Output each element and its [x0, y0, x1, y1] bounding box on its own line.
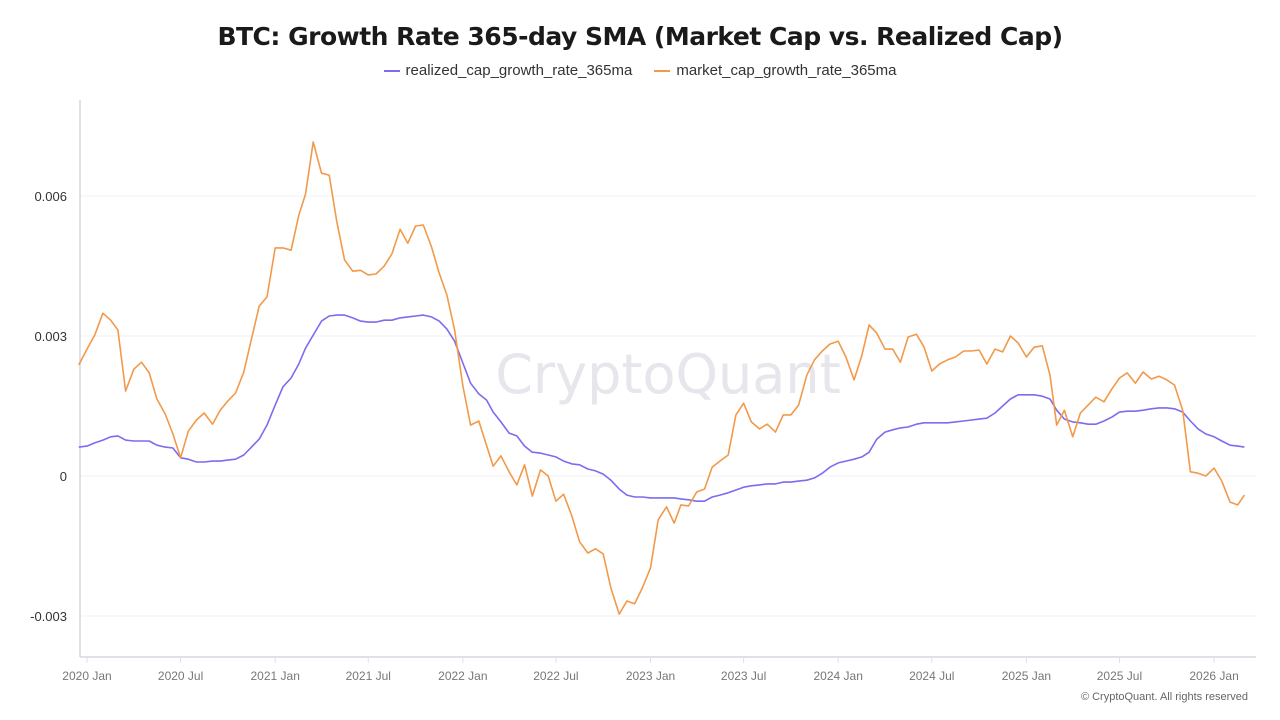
- watermark-logo: CryptoQuant: [495, 343, 841, 406]
- legend-item-market[interactable]: market_cap_growth_rate_365ma: [654, 62, 896, 79]
- x-tick-label: 2021 Jul: [346, 669, 391, 683]
- x-tick-label: 2025 Jan: [1002, 669, 1051, 683]
- series-realized-cap: [78, 314, 1245, 503]
- y-tick-label: -0.003: [30, 609, 67, 624]
- x-tick-label: 2021 Jan: [250, 669, 299, 683]
- series-line-realized_cap_growth_rate_365ma: [78, 314, 1245, 503]
- x-tick-label: 2022 Jul: [533, 669, 578, 683]
- legend-swatch-realized: [383, 69, 400, 72]
- x-tick-label: 2023 Jan: [626, 669, 675, 683]
- chart-title: BTC: Growth Rate 365-day SMA (Market Cap…: [217, 22, 1063, 51]
- x-tick-label: 2025 Jul: [1097, 669, 1142, 683]
- x-tick-label: 2020 Jan: [62, 669, 111, 683]
- x-tick-label: 2022 Jan: [438, 669, 487, 683]
- y-tick-label: 0: [60, 469, 67, 484]
- legend: realized_cap_growth_rate_365ma market_ca…: [0, 62, 1280, 79]
- x-tick-label: 2020 Jul: [158, 669, 203, 683]
- x-tick-label: 2023 Jul: [721, 669, 766, 683]
- series-line-market_cap_growth_rate_365ma: [78, 141, 1246, 615]
- legend-swatch-market: [654, 69, 671, 72]
- x-tick-label: 2024 Jul: [909, 669, 954, 683]
- y-tick-label: 0.003: [34, 329, 67, 344]
- x-tick-label: 2026 Jan: [1189, 669, 1238, 683]
- copyright-text: © CryptoQuant. All rights reserved: [1080, 691, 1248, 703]
- y-tick-label: 0.006: [34, 189, 67, 204]
- legend-item-realized[interactable]: realized_cap_growth_rate_365ma: [383, 62, 633, 79]
- x-tick-label: 2024 Jan: [814, 669, 863, 683]
- legend-label-realized: realized_cap_growth_rate_365ma: [405, 62, 633, 79]
- legend-label-market: market_cap_growth_rate_365ma: [676, 62, 897, 79]
- series-market-cap: [78, 141, 1246, 615]
